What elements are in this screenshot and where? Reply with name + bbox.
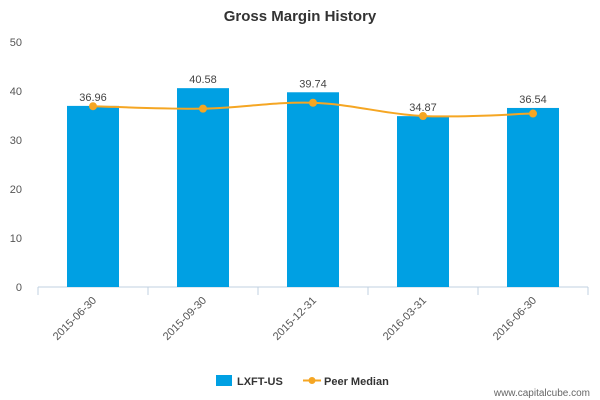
y-tick-label: 40: [10, 86, 22, 98]
y-tick-label: 30: [10, 135, 22, 147]
x-tick-label: 2016-06-30: [491, 295, 539, 343]
x-tick-label: 2015-12-31: [271, 295, 319, 343]
bar-value-label: 36.96: [79, 92, 107, 104]
y-tick-label: 20: [10, 184, 22, 196]
bar-value-label: 40.58: [189, 74, 217, 86]
bar-value-label: 34.87: [409, 102, 437, 114]
y-tick-label: 50: [10, 37, 22, 49]
legend: LXFT-US Peer Median: [216, 375, 389, 388]
legend-marker-peer: [308, 377, 316, 384]
x-tick-label: 2015-06-30: [51, 295, 99, 343]
x-axis-ticks: [37, 287, 589, 295]
watermark: www.capitalcube.com: [493, 388, 590, 399]
peer-median-point: [309, 98, 317, 107]
bar-series: [67, 88, 559, 288]
peer-median-point: [529, 109, 537, 118]
peer-median-point: [419, 111, 427, 120]
legend-swatch-lxft: [216, 375, 232, 386]
x-axis-labels: 2015-06-30 2015-09-30 2015-12-31 2016-03-31…: [51, 295, 539, 343]
bar-value-label: 36.54: [519, 94, 547, 106]
legend-label-lxft: LXFT-US: [237, 376, 283, 388]
chart-title: Gross Margin History: [224, 8, 377, 25]
x-tick-label: 2016-03-31: [381, 295, 429, 343]
x-tick-label: 2015-09-30: [161, 295, 209, 343]
bar-data-labels: 36.96 40.58 39.74 34.87 36.54: [79, 74, 547, 114]
legend-label-peer: Peer Median: [324, 376, 389, 388]
bar-2015-09-30: [177, 88, 229, 288]
peer-median-point: [89, 102, 97, 111]
y-axis: 0 10 20 30 40 50: [10, 37, 22, 294]
y-tick-label: 0: [16, 282, 22, 294]
bar-2015-12-31: [287, 92, 339, 287]
peer-median-point: [199, 104, 207, 113]
bar-2016-03-31: [397, 116, 449, 288]
bar-2016-06-30: [507, 107, 559, 287]
bar-2015-06-30: [67, 105, 119, 288]
bar-value-label: 39.74: [299, 78, 327, 90]
y-tick-label: 10: [10, 233, 22, 245]
peer-median-series: [89, 98, 537, 120]
